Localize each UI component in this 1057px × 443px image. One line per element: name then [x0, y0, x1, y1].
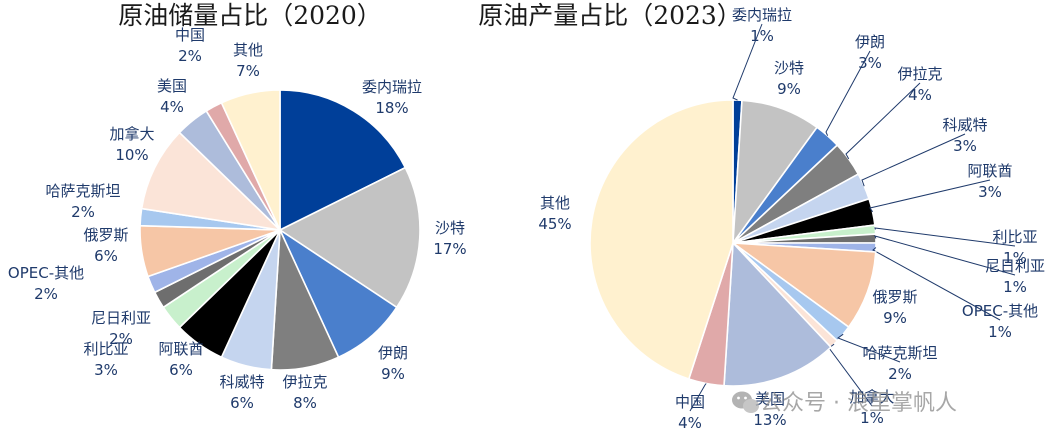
slice-label: 哈萨克斯坦	[862, 344, 937, 362]
watermark-text: 公众号 · 浪里掌帆人	[760, 391, 957, 416]
slice-label: 伊朗	[378, 344, 408, 362]
slice-value-label: 9%	[883, 309, 907, 327]
leader-line	[689, 383, 707, 412]
slice-value-label: 9%	[777, 80, 801, 98]
leader-line	[869, 179, 991, 213]
leader-line	[825, 50, 871, 136]
chart-title-production: 原油产量占比（2023）	[478, 1, 742, 30]
slice-label: 沙特	[435, 219, 465, 237]
pie-chart-reserves: 委内瑞拉 18% 沙特 17% 伊朗 9% 伊拉克 8% 科威特 6% 阿联酋 6% 利比亚 3% 尼日利亚…	[8, 26, 467, 412]
slice-value-label: 1%	[750, 27, 774, 45]
slice-value-label: 9%	[381, 365, 405, 383]
slice-label: 伊拉克	[282, 373, 327, 391]
slice-value-label: 4%	[678, 414, 702, 432]
slice-label: 加拿大	[109, 125, 154, 143]
slice-label: 其他	[540, 194, 570, 212]
slice-value-label: 4%	[908, 86, 932, 104]
slice-value-label: 2%	[109, 330, 133, 348]
slice-value-label: 18%	[375, 99, 408, 117]
slice-label: 科威特	[219, 373, 264, 391]
slice-label: 尼日利亚	[985, 257, 1045, 275]
leader-line	[732, 23, 763, 101]
slice-value-label: 2%	[178, 47, 202, 65]
slice-label: 委内瑞拉	[362, 78, 422, 96]
pie-slice	[730, 242, 877, 329]
slice-value-label: 10%	[115, 146, 148, 164]
slice-label: 阿联酋	[158, 340, 203, 358]
slice-label: 其他	[233, 41, 263, 59]
slice-label: 沙特	[774, 59, 804, 77]
slice-label: 中国	[675, 393, 705, 411]
slice-value-label: 6%	[230, 394, 254, 412]
slice-value-label: 1%	[1003, 249, 1027, 267]
pie-chart-production: 委内瑞拉1%沙特9%伊朗3%伊拉克4%科威特3%阿联酋3%利比亚1%尼日利亚1%…	[538, 6, 1045, 432]
pie-slice	[279, 89, 407, 232]
pie-slice	[278, 166, 421, 309]
chart-title-reserves: 原油储量占比（2020）	[118, 1, 382, 30]
slice-label: OPEC-其他	[8, 264, 84, 282]
slice-value-label: 45%	[538, 215, 571, 233]
slice-label: 科威特	[942, 116, 987, 134]
slice-label: OPEC-其他	[962, 302, 1038, 320]
slice-value-label: 1%	[860, 409, 884, 427]
leader-line	[845, 82, 921, 160]
slice-value-label: 3%	[953, 137, 977, 155]
slice-value-label: 2%	[71, 203, 95, 221]
slice-value-label: 13%	[753, 411, 786, 429]
pie-slice	[140, 131, 283, 232]
slice-value-label: 8%	[293, 394, 317, 412]
slice-label: 美国	[755, 390, 785, 408]
slice-value-label: 6%	[169, 361, 193, 379]
slice-label: 俄罗斯	[872, 288, 917, 306]
pie-slice	[589, 99, 734, 381]
slice-label: 加拿大	[849, 388, 894, 406]
slice-value-label: 17%	[433, 240, 466, 258]
slice-label: 利比亚	[83, 340, 128, 358]
leader-line	[874, 235, 1016, 276]
slice-value-label: 4%	[160, 98, 184, 116]
slice-value-label: 3%	[978, 183, 1002, 201]
slice-value-label: 3%	[858, 54, 882, 72]
slice-value-label: 2%	[888, 365, 912, 383]
leader-line	[836, 333, 901, 363]
slice-label: 中国	[175, 26, 205, 44]
wechat-icon	[732, 391, 759, 413]
pie-slice	[220, 89, 281, 231]
slice-value-label: 6%	[94, 247, 118, 265]
slice-label: 尼日利亚	[91, 309, 151, 327]
slice-value-label: 1%	[988, 323, 1012, 341]
leader-line	[872, 247, 1001, 321]
leader-line	[874, 227, 1016, 247]
watermark: 公众号 · 浪里掌帆人	[732, 391, 957, 416]
slice-label: 俄罗斯	[83, 226, 128, 244]
slice-label: 委内瑞拉	[732, 6, 792, 24]
slice-value-label: 3%	[94, 361, 118, 379]
slice-value-label: 2%	[34, 285, 58, 303]
slice-label: 哈萨克斯坦	[45, 182, 120, 200]
slice-label: 阿联酋	[967, 162, 1012, 180]
slice-value-label: 1%	[1003, 278, 1027, 296]
slice-label: 利比亚	[992, 228, 1037, 246]
slice-value-label: 7%	[236, 62, 260, 80]
slice-label: 美国	[157, 77, 187, 95]
slice-label: 伊拉克	[897, 65, 942, 83]
slice-label: 伊朗	[855, 33, 885, 51]
leader-line	[861, 133, 966, 187]
pie-slice	[723, 241, 833, 387]
pie-slice	[732, 99, 819, 246]
